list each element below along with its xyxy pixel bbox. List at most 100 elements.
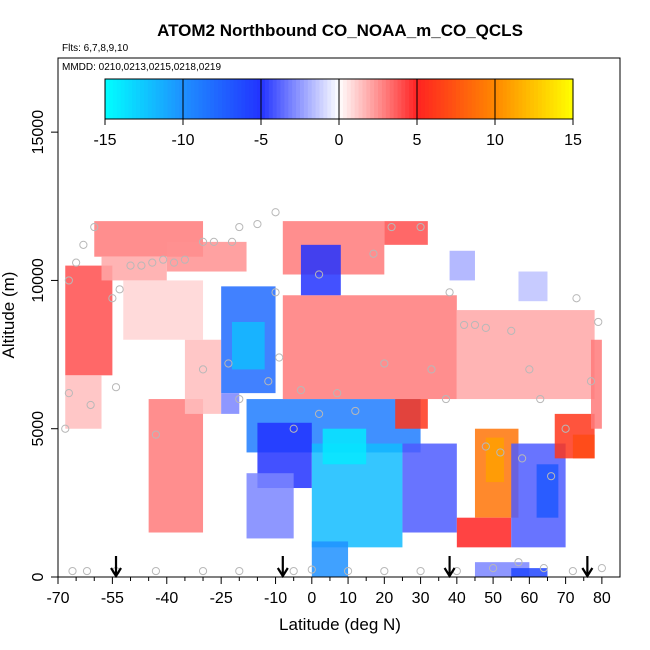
sample-point [198,566,208,576]
colorbar-segment [479,79,484,119]
data-cell [511,568,548,577]
colorbar-segment [179,79,184,119]
colorbar-segment [549,79,555,119]
y-tick-label: 15000 [30,110,47,155]
colorbar-segment [163,79,168,119]
colorbar-segment [409,79,414,119]
colorbar-segment [413,79,418,119]
colorbar-tick-label: -10 [171,132,194,149]
sample-point [235,566,244,576]
colorbar-segment [214,79,219,119]
sample-point [64,389,73,398]
colorbar-segment [565,79,570,119]
colorbar-segment [385,79,391,119]
sample-point [151,430,160,439]
data-cell [300,244,341,296]
colorbar-segment [424,79,430,119]
data-cell [101,256,167,281]
data-cell [402,443,457,533]
data-cell [395,399,428,429]
x-tick-label: 80 [593,590,611,607]
sample-point [380,359,389,368]
colorbar-segment [331,79,336,119]
colorbar-segment [498,79,504,119]
colorbar-segment [346,79,352,119]
sample-point [351,406,360,416]
arrow-head [581,567,594,579]
sample-point [333,389,342,398]
plot-frame [57,57,621,578]
colorbar-segment [428,79,434,119]
data-cell [65,265,113,376]
sample-point [111,383,121,392]
sample-point [387,222,396,232]
sample-point [64,276,73,285]
colorbar-segment [140,79,145,119]
colorbar-segment [475,79,480,119]
sample-point [275,353,284,362]
colorbar-segment [175,79,180,119]
colorbar-segment [339,79,344,119]
sample-point [72,258,81,267]
sample-point [148,258,157,267]
arrow-head [110,567,122,579]
sample-point [470,320,480,330]
colorbar-segment [393,79,399,119]
colorbar-segment [225,79,231,119]
sample-point [86,400,95,410]
x-axis-label: Latitude (deg N) [279,615,401,634]
dates-label: MMDD: 0210,0213,0215,0218,0219 [62,62,221,73]
sample-point [568,566,577,576]
colorbar-segment [541,79,547,119]
sample-point [594,317,603,327]
x-tick-label: 0 [307,590,316,607]
x-tick-label: 30 [412,590,430,607]
x-tick-label: 20 [375,590,393,607]
data-cell [232,321,265,370]
colorbar-segment [307,79,313,119]
colorbar-segment [108,79,114,119]
colorbar-segment [420,79,426,119]
colorbar-segment [249,79,254,119]
colorbar-segment [222,79,227,119]
colorbar-segment [561,79,566,119]
colorbar-segment [436,79,441,119]
colorbar-segment [147,79,153,119]
colorbar-segment [112,79,118,119]
colorbar-segment [366,79,371,119]
chart-title: ATOM2 Northbound CO_NOAA_m_CO_QCLS [157,21,523,40]
colorbar-segment [491,79,496,119]
colorbar-segment [495,79,500,119]
sample-point [271,288,280,297]
y-tick-label: 0 [30,572,47,581]
sample-point [159,255,168,264]
colorbar-tick-label: 15 [564,132,582,149]
colorbar-tick-label: 10 [486,132,504,149]
axes: -70 -55 -40 -25 -10 0 10 20 30 40 50 60 70 8005000100… [30,57,621,607]
colorbar-segment [471,79,477,119]
colorbar-segment [358,79,363,119]
colorbar-tick-label: -15 [93,132,116,149]
colorbar-segment [253,79,258,119]
plot-area [61,208,606,579]
colorbar-segment [198,79,204,119]
colorbar-segment [136,79,141,119]
colorbar-segment [440,79,445,119]
colorbar-segment [378,79,383,119]
colorbar-segment [389,79,395,119]
sample-point [314,270,324,279]
sample-point [82,566,92,576]
colorbar-segment [116,79,122,119]
data-cell [590,339,602,429]
colorbar-segment [522,79,527,119]
sample-point [539,564,548,573]
colorbar-segment [206,79,211,119]
colorbar-segment [132,79,137,119]
sample-point [126,261,135,270]
colorbar-segment [557,79,562,119]
colorbar-segment [183,79,188,119]
x-tick-label: -10 [264,590,287,607]
colorbar-segment [288,79,293,119]
sample-point [227,237,237,246]
colorbar-segment [506,79,512,119]
